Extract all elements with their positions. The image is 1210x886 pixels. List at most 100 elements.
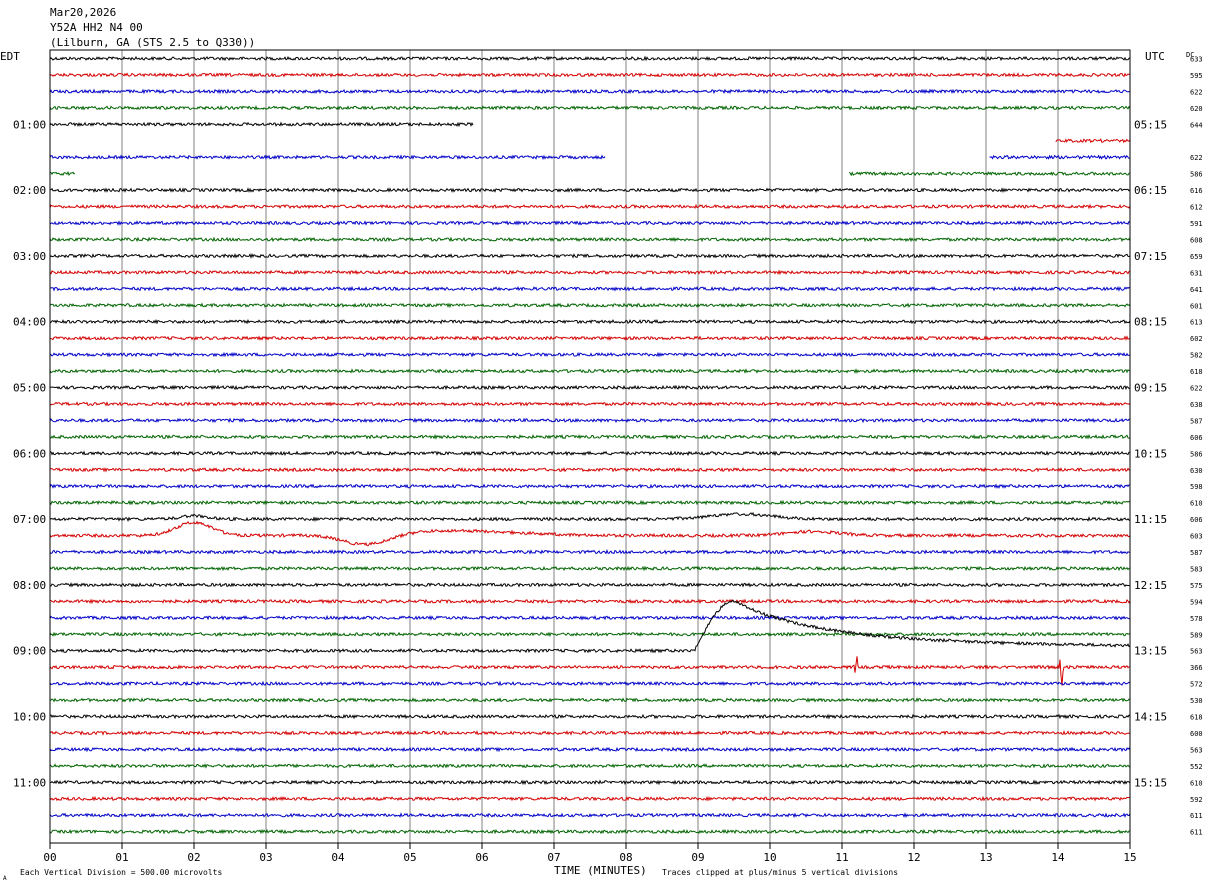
dc-offset-label: 610 <box>1190 779 1203 787</box>
x-tick-label: 15 <box>1123 851 1136 864</box>
dc-offset-label: 630 <box>1190 467 1203 475</box>
dc-offset-label: 572 <box>1190 681 1203 689</box>
x-tick-label: 01 <box>115 851 128 864</box>
dc-offset-label: 587 <box>1190 417 1203 425</box>
dc-offset-label: 589 <box>1190 631 1203 639</box>
dc-offset-label: 600 <box>1190 730 1203 738</box>
seismic-trace <box>49 368 1131 374</box>
x-tick-label: 04 <box>331 851 345 864</box>
edt-time-label: 03:00 <box>13 250 46 263</box>
x-tick-label: 06 <box>475 851 488 864</box>
seismic-trace <box>49 55 1131 62</box>
seismic-trace <box>49 598 1131 605</box>
dc-offset-label: 606 <box>1190 516 1203 524</box>
seismic-trace <box>49 187 1131 193</box>
corner-mark: A <box>3 875 7 882</box>
seismic-trace <box>49 220 1131 226</box>
left-axis-title: EDT <box>0 50 20 63</box>
dc-offset-label: 586 <box>1190 171 1203 179</box>
utc-time-label: 06:15 <box>1134 184 1167 197</box>
dc-offset-label: 618 <box>1190 368 1203 376</box>
dc-offset-label: 611 <box>1190 829 1203 837</box>
seismic-trace <box>49 680 1131 687</box>
x-tick-label: 12 <box>907 851 920 864</box>
header-date: Mar20,2026 <box>50 6 116 19</box>
seismic-trace <box>49 746 1131 753</box>
seismic-trace <box>49 763 1131 769</box>
dc-offset-label: 659 <box>1190 253 1203 261</box>
x-tick-label: 09 <box>691 851 704 864</box>
x-tick-label: 05 <box>403 851 416 864</box>
dc-offset-label: 616 <box>1190 187 1203 195</box>
dc-offset-label: 563 <box>1190 648 1203 656</box>
seismic-trace <box>49 72 1131 78</box>
utc-time-label: 12:15 <box>1134 579 1167 592</box>
seismic-trace <box>49 203 1131 210</box>
seismic-trace <box>49 269 1131 276</box>
scale-note: Each Vertical Division = 500.00 microvol… <box>20 868 222 877</box>
x-tick-label: 02 <box>187 851 200 864</box>
seismic-trace <box>49 582 1131 588</box>
x-tick-label: 14 <box>1051 851 1065 864</box>
dc-offset-label: 620 <box>1190 105 1203 113</box>
x-tick-label: 08 <box>619 851 632 864</box>
dc-offset-label: 622 <box>1190 385 1203 393</box>
utc-time-label: 13:15 <box>1134 645 1167 658</box>
seismic-trace <box>50 302 1131 309</box>
dc-offset-label: 366 <box>1190 664 1203 672</box>
utc-time-label: 09:15 <box>1134 382 1167 395</box>
seismic-trace <box>49 511 1131 522</box>
seismic-trace <box>49 795 1131 802</box>
right-axis-title: UTC <box>1145 50 1165 63</box>
seismic-trace <box>49 285 1131 292</box>
edt-time-label: 01:00 <box>13 118 46 131</box>
dc-offset-label: 618 <box>1190 714 1203 722</box>
dc-offset-label: 622 <box>1190 154 1203 162</box>
seismic-trace <box>49 401 1131 407</box>
dc-offset-label: 582 <box>1190 352 1203 360</box>
edt-time-label: 02:00 <box>13 184 46 197</box>
seismic-trace <box>49 499 1131 506</box>
seismic-trace <box>49 548 1131 555</box>
seismic-trace <box>49 121 474 128</box>
header-location: (Lilburn, GA (STS 2.5 to Q330)) <box>50 36 255 49</box>
edt-time-label: 11:00 <box>13 776 46 789</box>
utc-time-label: 14:15 <box>1134 711 1167 724</box>
dc-offset-label: 591 <box>1190 220 1203 228</box>
dc-offset-label: 583 <box>1190 565 1203 573</box>
x-tick-label: 13 <box>979 851 992 864</box>
dc-offset-label: 601 <box>1190 302 1203 310</box>
dc-offset-label: 530 <box>1190 697 1203 705</box>
seismic-trace <box>49 384 1131 391</box>
dc-offset-label: 622 <box>1190 88 1203 96</box>
seismic-trace <box>989 154 1130 160</box>
dc-offset-label: 631 <box>1190 269 1203 277</box>
seismic-trace <box>49 417 1131 424</box>
seismic-trace <box>49 466 1131 473</box>
plot-frame <box>49 49 1131 844</box>
utc-time-label: 11:15 <box>1134 513 1167 526</box>
seismic-trace <box>49 565 1131 572</box>
x-axis-label: TIME (MINUTES) <box>554 864 647 877</box>
edt-time-label: 09:00 <box>13 645 46 658</box>
dc-offset-label: 638 <box>1190 401 1203 409</box>
seismic-trace <box>49 614 1131 621</box>
time-grid <box>49 50 1131 849</box>
edt-time-label: 04:00 <box>13 316 46 329</box>
x-tick-label: 11 <box>835 851 848 864</box>
dc-offset-label: 598 <box>1190 483 1203 491</box>
clip-note: Traces clipped at plus/minus 5 vertical … <box>662 868 898 877</box>
dc-offset-label: 575 <box>1190 582 1203 590</box>
seismic-trace <box>49 631 1131 638</box>
utc-time-label: 10:15 <box>1134 447 1167 460</box>
dc-offset-label: 595 <box>1190 72 1203 80</box>
seismic-trace <box>49 88 1131 95</box>
dc-offset-label: 592 <box>1190 796 1203 804</box>
seismic-trace <box>49 236 1131 243</box>
dc-offset-label: 587 <box>1190 549 1203 557</box>
x-tick-label: 10 <box>763 851 776 864</box>
edt-time-label: 07:00 <box>13 513 46 526</box>
seismic-trace <box>1055 138 1131 144</box>
dc-offset-label: 603 <box>1190 533 1203 541</box>
